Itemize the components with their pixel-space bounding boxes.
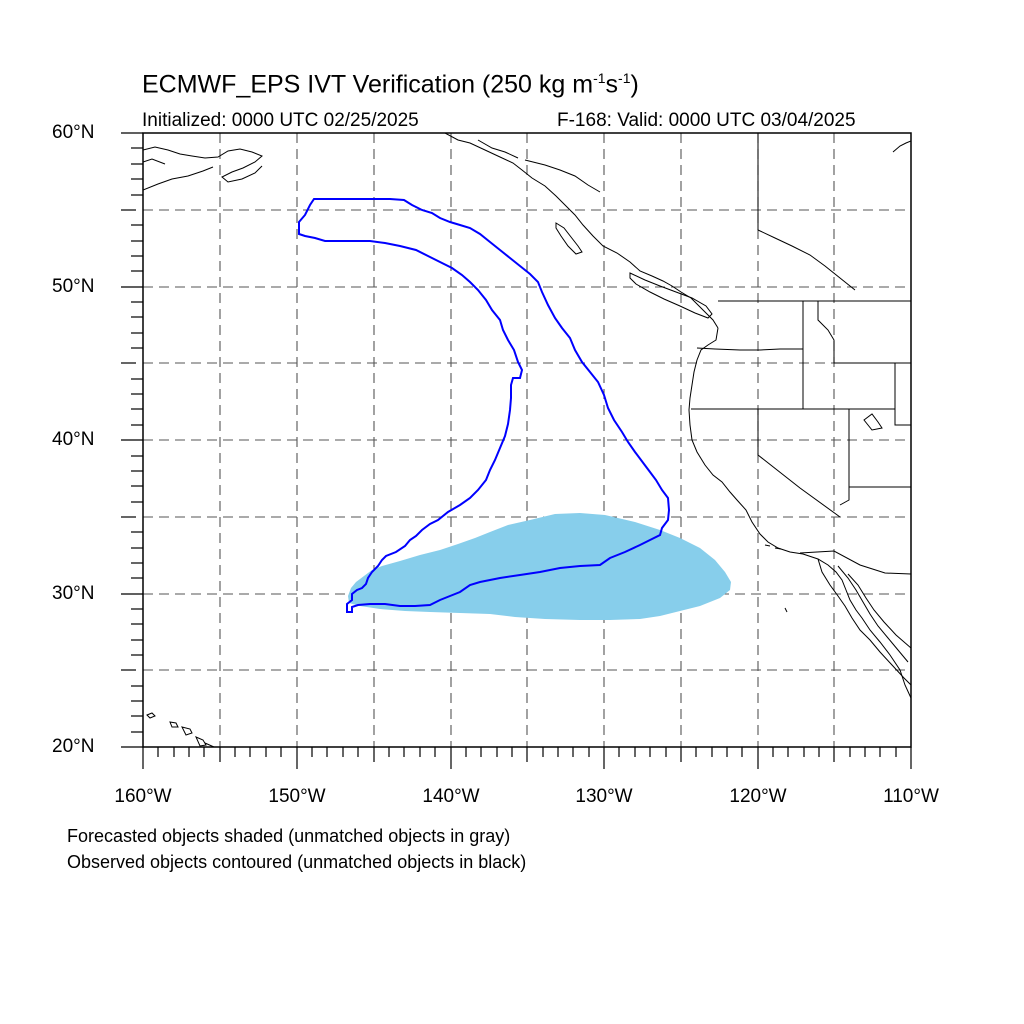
lat-label-40n: 40°N — [52, 429, 95, 450]
chart-title: ECMWF_EPS IVT Verification (250 kg m-1s-… — [142, 70, 639, 99]
observed-object-contour — [298, 198, 671, 613]
lon-label-130w: 130°W — [575, 786, 633, 807]
coastlines — [143, 133, 911, 747]
lon-label-150w: 150°W — [268, 786, 326, 807]
initialized-label: Initialized: 0000 UTC 02/25/2025 — [142, 110, 419, 131]
axis-ticks — [121, 132, 912, 769]
lat-label-20n: 20°N — [52, 736, 95, 757]
lon-label-140w: 140°W — [422, 786, 480, 807]
lat-label-60n: 60°N — [52, 122, 95, 143]
forecast-object — [348, 513, 731, 620]
lon-label-110w: 110°W — [883, 786, 939, 807]
lat-label-30n: 30°N — [52, 583, 95, 604]
valid-label: F-168: Valid: 0000 UTC 03/04/2025 — [557, 110, 856, 131]
map-grid — [143, 133, 911, 747]
lon-label-160w: 160°W — [114, 786, 172, 807]
footnote-observed: Observed objects contoured (unmatched ob… — [67, 852, 527, 872]
footnote-forecast: Forecasted objects shaded (unmatched obj… — [67, 826, 511, 846]
lon-label-120w: 120°W — [729, 786, 787, 807]
lat-label-50n: 50°N — [52, 276, 95, 297]
